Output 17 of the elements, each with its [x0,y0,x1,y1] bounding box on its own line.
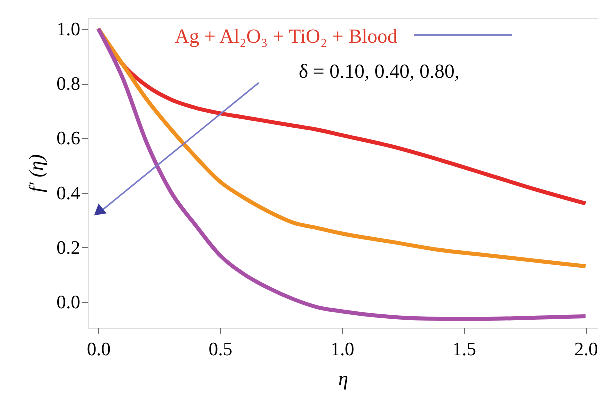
x-axis-title: η [338,368,349,390]
x-tick-label: 1.0 [330,340,355,360]
x-tick-label: 0.5 [208,340,233,360]
line-series [96,26,588,321]
y-tick-label: 1.0 [56,19,80,40]
x-tick-label: 0.0 [87,340,111,360]
annotation: δ = 0.10, 0.40, 0.80, [299,61,460,83]
y-tick-label: 0.0 [56,292,80,314]
line-series [96,26,588,269]
y-tick-label: 0.6 [56,128,80,150]
y-tick-label: 0.2 [56,238,80,259]
y-tick-label: 0.4 [56,183,81,204]
x-tick-label: 1.5 [452,340,476,360]
y-axis-title: f′ (η) [26,154,48,193]
x-tick-label: 2.0 [574,340,598,360]
y-tick-label: 0.8 [56,74,80,96]
annotation: Ag + Al₂O₃ + TiO₂ + Blood [175,26,398,48]
